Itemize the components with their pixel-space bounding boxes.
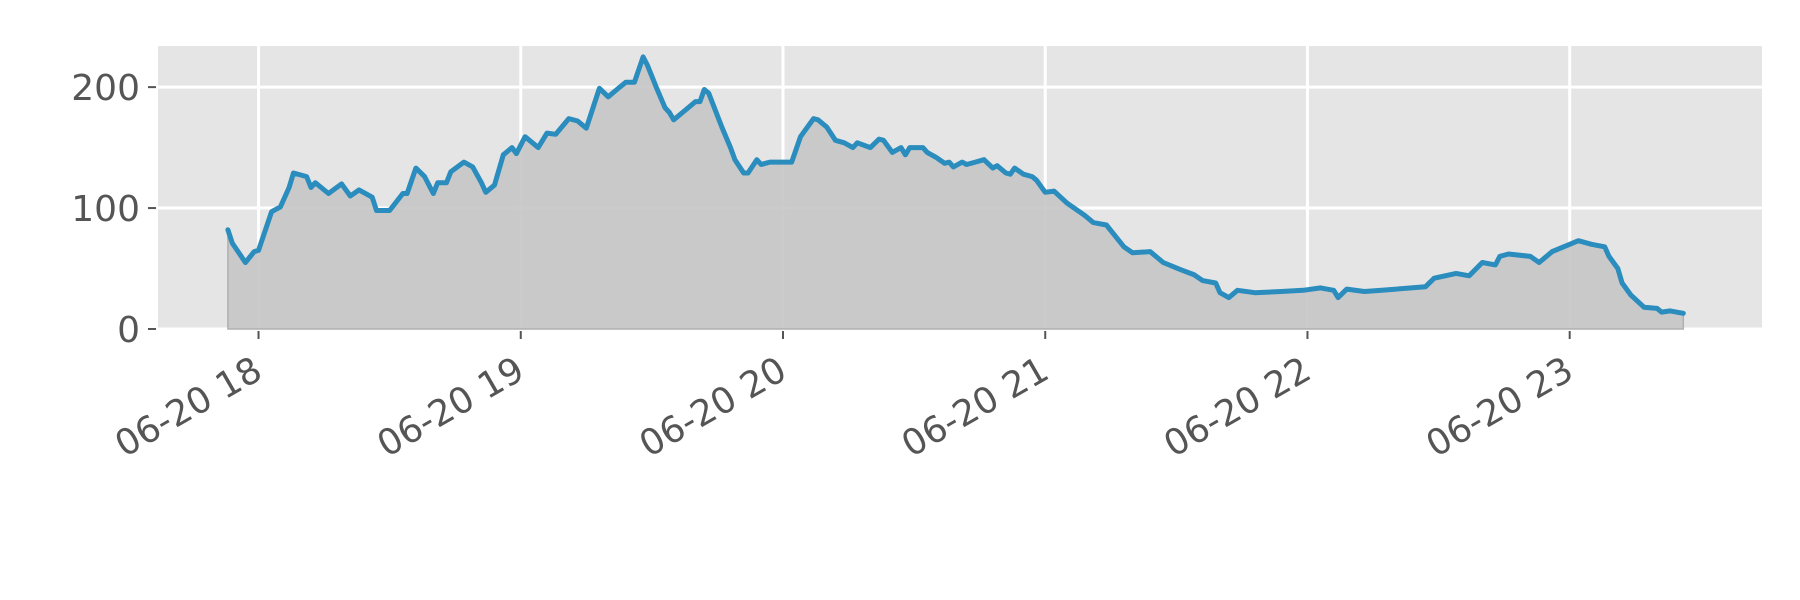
series-line	[225, 54, 1686, 316]
y-tick-label: 200	[71, 68, 140, 109]
x-tick-label: 06-20 20	[633, 349, 794, 465]
x-tick-label: 06-20 22	[1157, 349, 1318, 465]
x-tick-label: 06-20 18	[108, 349, 269, 465]
x-tick-label: 06-20 19	[371, 349, 532, 465]
y-tick-label: 0	[117, 310, 140, 351]
x-tick-label: 06-20 23	[1420, 349, 1581, 465]
x-tick-label: 06-20 21	[895, 349, 1056, 465]
y-tick-label: 100	[71, 189, 140, 230]
